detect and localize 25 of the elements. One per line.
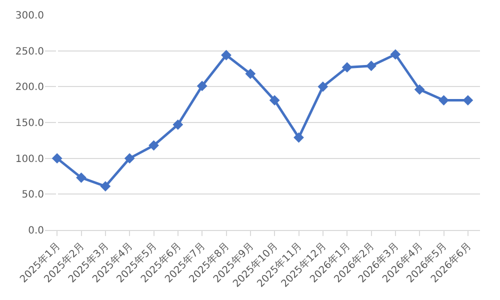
y-tick-label: 50.0 bbox=[22, 190, 44, 201]
point bbox=[148, 140, 159, 151]
point bbox=[462, 95, 474, 106]
y-tick-label: 100.0 bbox=[15, 154, 44, 165]
point bbox=[342, 62, 352, 73]
point bbox=[100, 181, 111, 192]
y-tick-label: 300.0 bbox=[15, 10, 44, 22]
point bbox=[438, 95, 449, 106]
point bbox=[76, 172, 86, 183]
point bbox=[294, 132, 304, 143]
y-tick-label: 250.0 bbox=[15, 46, 44, 58]
y-tick-label: 150.0 bbox=[15, 118, 44, 129]
point bbox=[196, 80, 208, 92]
y-tick-label: 200.0 bbox=[15, 82, 44, 94]
point bbox=[366, 60, 376, 72]
point bbox=[245, 68, 256, 79]
point bbox=[269, 95, 280, 106]
y-tick-label: 0.0 bbox=[28, 226, 44, 236]
point bbox=[52, 153, 62, 164]
point bbox=[414, 84, 425, 95]
point bbox=[390, 49, 401, 60]
point bbox=[124, 153, 135, 164]
point bbox=[172, 119, 184, 130]
point bbox=[318, 81, 328, 92]
point bbox=[221, 50, 232, 60]
